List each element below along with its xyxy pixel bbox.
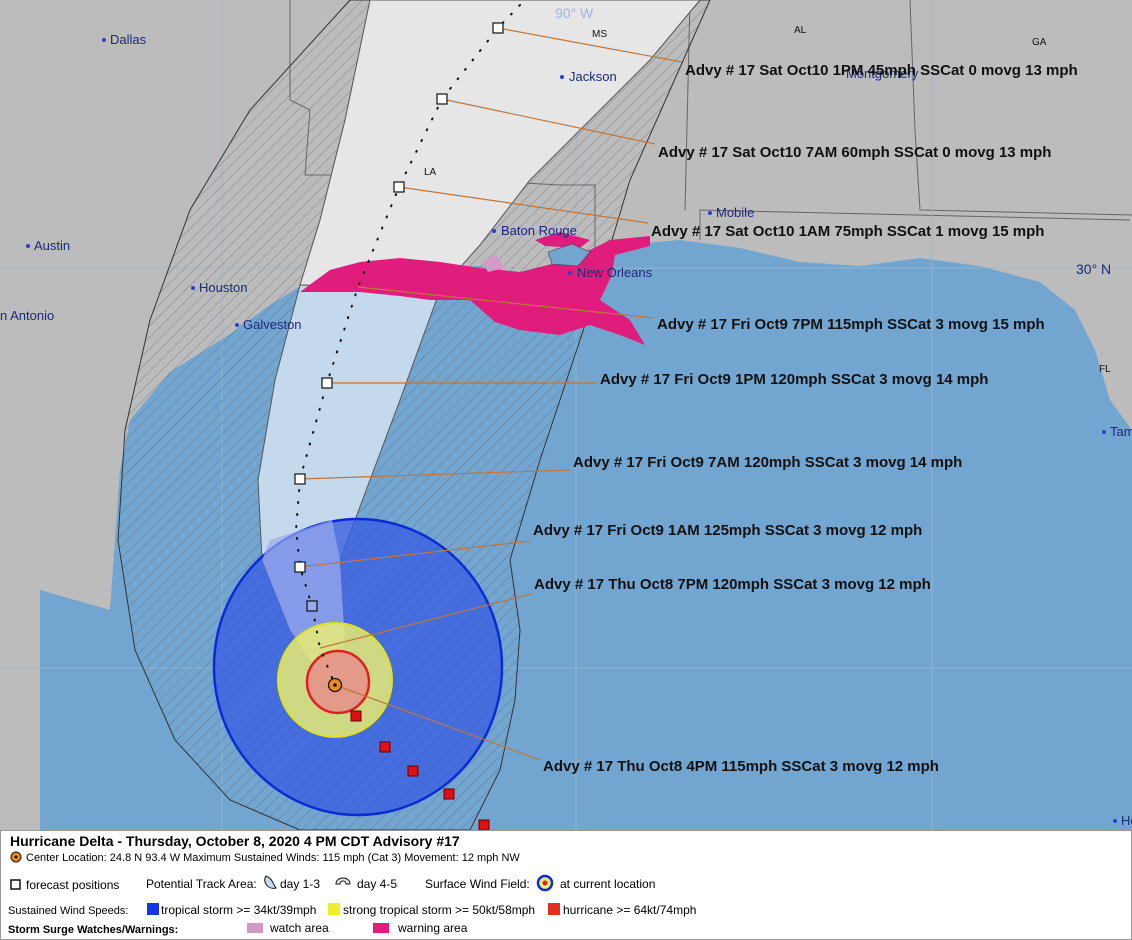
city-dot [1102, 430, 1106, 434]
tropical-storm-swatch [147, 903, 159, 915]
forecast-position [294, 561, 306, 573]
legend-text: Surface Wind Field: [425, 877, 530, 891]
leader-line [441, 98, 656, 145]
legend-text: forecast positions [26, 878, 119, 892]
leader-line [497, 27, 683, 63]
legend-box [0, 830, 1132, 940]
city-label: Baton Rouge [501, 223, 577, 238]
city-label: He [1121, 813, 1132, 828]
watch-swatch [247, 923, 263, 933]
advisory-labels: Advy # 17 Sat Oct10 1PM 45mph SSCat 0 mo… [533, 62, 1078, 775]
city-dot [235, 323, 239, 327]
forecast-positions [294, 22, 504, 612]
forecast-position [306, 600, 318, 612]
advisory-label: Advy # 17 Thu Oct8 4PM 115mph SSCat 3 mo… [543, 758, 939, 775]
past-position [443, 788, 455, 800]
advisory-label: Advy # 17 Fri Oct9 7PM 115mph SSCat 3 mo… [657, 316, 1045, 333]
forecast-icon [10, 879, 21, 890]
lake-pontchartrain [547, 243, 591, 267]
track-dots [294, 4, 521, 686]
advisory-label: Advy # 17 Sat Oct10 1PM 45mph SSCat 0 mo… [685, 62, 1078, 79]
city-dot [560, 75, 564, 79]
past-position [379, 741, 391, 753]
leader-line [299, 540, 531, 568]
city-dot [1113, 819, 1117, 823]
legend-text: Sustained Wind Speeds: [8, 905, 128, 917]
strong-tropical-storm-swatch [328, 903, 340, 915]
city-dot [708, 211, 712, 215]
legend-text: watch area [269, 921, 329, 935]
city-dot [102, 38, 106, 42]
leader-line [319, 593, 532, 649]
current-location-icon-center [14, 855, 18, 859]
state-label: LA [424, 167, 437, 178]
city-dot [191, 286, 195, 290]
day-1-3-icon [264, 875, 277, 889]
surge-watch-area [482, 255, 505, 272]
cities [26, 38, 1117, 823]
city-dot [26, 244, 30, 248]
advisory-label: Advy # 17 Fri Oct9 1PM 120mph SSCat 3 mo… [600, 371, 988, 388]
legend-title: Hurricane Delta - Thursday, October 8, 2… [10, 833, 460, 849]
current-location-center [333, 683, 337, 687]
day-4-5-icon [335, 877, 351, 885]
legend-text: hurricane >= 64kt/74mph [563, 903, 696, 917]
leader-lines [299, 27, 683, 761]
past-position [407, 765, 419, 777]
forecast-position [294, 473, 306, 485]
legend-text: Potential Track Area: [146, 877, 257, 891]
state-label: MS [592, 29, 607, 40]
city-dot [568, 271, 572, 275]
leader-line [299, 469, 571, 480]
legend-text: strong tropical storm >= 50kt/58mph [343, 903, 535, 917]
grid-labels: 90° W 30° N [555, 5, 1111, 277]
legend-text: day 4-5 [357, 877, 397, 891]
grid-label: 30° N [1076, 261, 1111, 277]
leader-line [334, 684, 541, 761]
state-label: FL [1099, 364, 1111, 375]
warning-swatch [373, 923, 389, 933]
city-label: Dallas [110, 32, 147, 47]
legend-center: Center Location: 24.8 N 93.4 W Maximum S… [26, 852, 520, 864]
city-label: Tam [1110, 424, 1132, 439]
legend-text: day 1-3 [280, 877, 320, 891]
past-position [478, 819, 490, 831]
city-label: Jackson [569, 69, 617, 84]
city-label: Montgomery [846, 66, 919, 81]
city-label: New Orleans [577, 265, 653, 280]
forecast-position [393, 181, 405, 193]
forecast-position [321, 377, 333, 389]
surge-warning-area [535, 232, 590, 248]
leader-line [357, 286, 655, 319]
leader-line [398, 186, 649, 224]
hurricane-swatch [548, 903, 560, 915]
wind-field-icon-center [542, 880, 548, 886]
forecast-position [492, 22, 504, 34]
legend: Hurricane Delta - Thursday, October 8, 2… [0, 830, 1132, 940]
city-label: n Antonio [0, 308, 54, 323]
state-label: GA [1032, 37, 1047, 48]
map: 90° W 30° N MS AL GA LA FL Dallas Jackso… [0, 0, 1132, 831]
city-label: Austin [34, 238, 70, 253]
advisory-label: Advy # 17 Sat Oct10 1AM 75mph SSCat 1 mo… [651, 223, 1044, 240]
forecast-position [436, 93, 448, 105]
city-dot [492, 229, 496, 233]
legend-text: Storm Surge Watches/Warnings: [8, 924, 178, 936]
legend-text: warning area [397, 921, 468, 935]
advisory-label: Advy # 17 Thu Oct8 7PM 120mph SSCat 3 mo… [534, 576, 931, 593]
advisory-label: Advy # 17 Sat Oct10 7AM 60mph SSCat 0 mo… [658, 144, 1051, 161]
legend-text: tropical storm >= 34kt/39mph [161, 903, 316, 917]
day-4-5-area [299, 0, 701, 291]
state-label: AL [794, 25, 807, 36]
advisory-label: Advy # 17 Fri Oct9 7AM 120mph SSCat 3 mo… [573, 454, 962, 471]
city-label: Mobile [716, 205, 754, 220]
legend-text: at current location [560, 877, 655, 891]
past-position [350, 710, 362, 722]
advisory-label: Advy # 17 Fri Oct9 1AM 125mph SSCat 3 mo… [533, 522, 922, 539]
state-labels: MS AL GA LA FL [424, 25, 1111, 375]
grid-label: 90° W [555, 5, 594, 21]
city-label: Houston [199, 280, 247, 295]
city-label: Galveston [243, 317, 302, 332]
